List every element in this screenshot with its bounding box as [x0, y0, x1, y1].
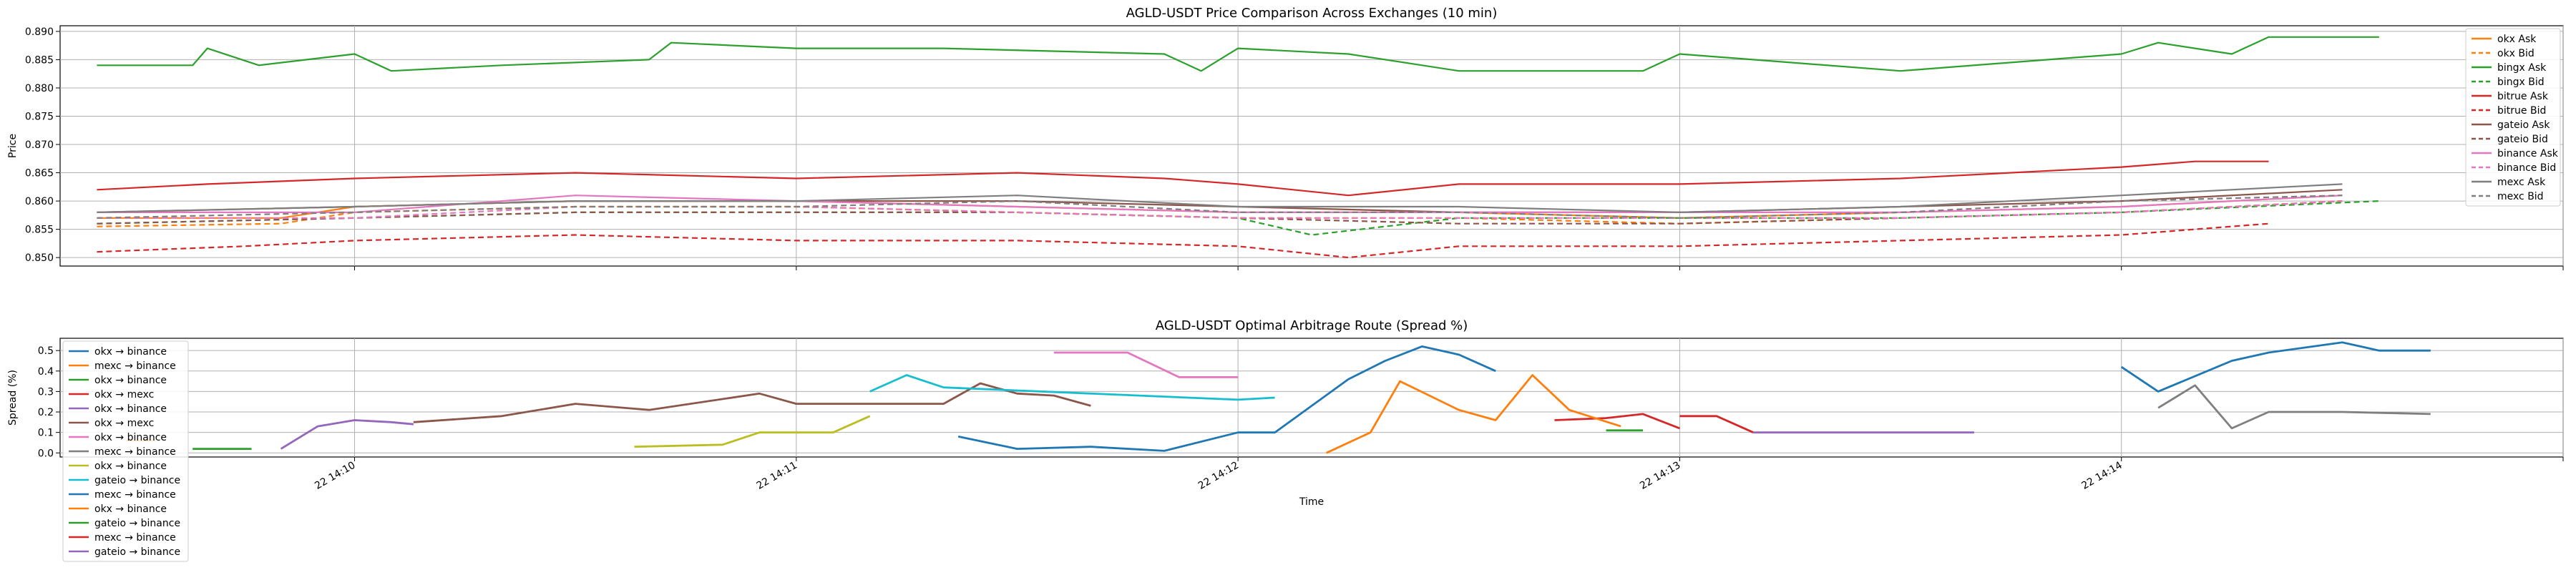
series-line [97, 200, 2343, 225]
x-tick-label: 22 14:11 [755, 460, 799, 492]
legend-entry: bitrue Ask [2497, 91, 2549, 102]
series-line [97, 183, 2343, 213]
series-line [97, 36, 2379, 72]
spread-chart-title: AGLD-USDT Optimal Arbitrage Route (Sprea… [1156, 318, 1468, 333]
spread-chart-y-axis-label: Spread (%) [7, 370, 19, 426]
series-line [97, 200, 2343, 219]
series-line [1679, 415, 1754, 433]
y-tick-label: 0.860 [25, 196, 54, 207]
legend-entry: mexc → binance [94, 532, 176, 544]
legend-entry: gateio Bid [2497, 134, 2548, 145]
series-line [2120, 341, 2431, 393]
series-line [280, 419, 414, 450]
series-line [1554, 413, 1680, 430]
legend-entry: okx → binance [94, 375, 167, 386]
legend-entry: okx Ask [2497, 34, 2537, 45]
legend-entry: bingx Bid [2497, 77, 2545, 88]
y-tick-label: 0.885 [25, 54, 54, 66]
y-tick-label: 0.855 [25, 225, 54, 236]
price-chart-y-axis-label: Price [7, 134, 19, 158]
plot-frame [59, 25, 2564, 267]
series-line [2157, 384, 2431, 430]
legend-entry: bitrue Bid [2497, 105, 2546, 117]
series-line [413, 382, 1091, 423]
legend-entry: mexc Ask [2497, 177, 2546, 188]
y-tick-label: 0.0 [38, 448, 54, 459]
legend-entry: mexc → binance [94, 489, 176, 501]
legend-entry: gateio → binance [94, 546, 180, 558]
plot-frame [59, 338, 2564, 458]
legend-entry: okx → binance [94, 503, 167, 515]
series-line [97, 195, 2343, 213]
arbitrage-spread-panel: AGLD-USDT Optimal Arbitrage Route (Sprea… [7, 318, 2564, 562]
series-line [1053, 351, 1239, 378]
legend-entry: okx → binance [94, 432, 167, 443]
x-tick-label: 22 14:12 [1196, 460, 1241, 492]
x-tick-label: 22 14:13 [1638, 460, 1682, 492]
legend-box [2465, 28, 2561, 207]
legend-entry: gateio → binance [94, 518, 180, 529]
legend-entry: mexc → binance [94, 446, 176, 458]
x-tick-label: 22 14:10 [313, 460, 357, 492]
legend-entry: okx → binance [94, 346, 167, 358]
series-line [957, 345, 1496, 452]
price-comparison-panel: AGLD-USDT Price Comparison Across Exchan… [7, 6, 2564, 270]
legend-entry: bingx Ask [2497, 62, 2547, 74]
series-line [97, 160, 2269, 197]
y-tick-label: 0.2 [38, 407, 54, 418]
legend-entry: binance Bid [2497, 162, 2556, 174]
y-tick-label: 0.3 [38, 386, 54, 398]
spread-chart-x-axis-label: Time [1299, 496, 1324, 508]
y-tick-label: 0.4 [38, 366, 54, 378]
y-tick-label: 0.850 [25, 252, 54, 264]
y-tick-label: 0.880 [25, 83, 54, 94]
legend-entry: okx → binance [94, 403, 167, 415]
legend-entry: binance Ask [2497, 148, 2559, 159]
y-tick-label: 0.870 [25, 139, 54, 151]
legend-entry: mexc → binance [94, 360, 176, 372]
legend-entry: okx → mexc [94, 389, 154, 400]
price-chart-title: AGLD-USDT Price Comparison Across Exchan… [1126, 6, 1498, 21]
series-line [869, 374, 1275, 401]
y-tick-label: 0.865 [25, 168, 54, 180]
y-tick-label: 0.875 [25, 111, 54, 122]
legend-entry: mexc Bid [2497, 191, 2544, 202]
legend-entry: gateio → binance [94, 475, 180, 486]
x-tick-label: 22 14:14 [2079, 460, 2124, 492]
series-line [97, 195, 2343, 219]
series-line [97, 222, 2269, 259]
y-tick-label: 0.1 [38, 428, 54, 439]
series-line [1326, 374, 1621, 454]
legend-entry: okx Bid [2497, 48, 2534, 59]
series-line [634, 415, 871, 448]
legend-box [62, 340, 189, 562]
legend-entry: okx → binance [94, 461, 167, 472]
y-tick-label: 0.890 [25, 26, 54, 38]
legend-entry: gateio Ask [2497, 119, 2550, 131]
y-tick-label: 0.5 [38, 345, 54, 357]
series-line [97, 200, 2343, 227]
legend-entry: okx → mexc [94, 418, 154, 429]
